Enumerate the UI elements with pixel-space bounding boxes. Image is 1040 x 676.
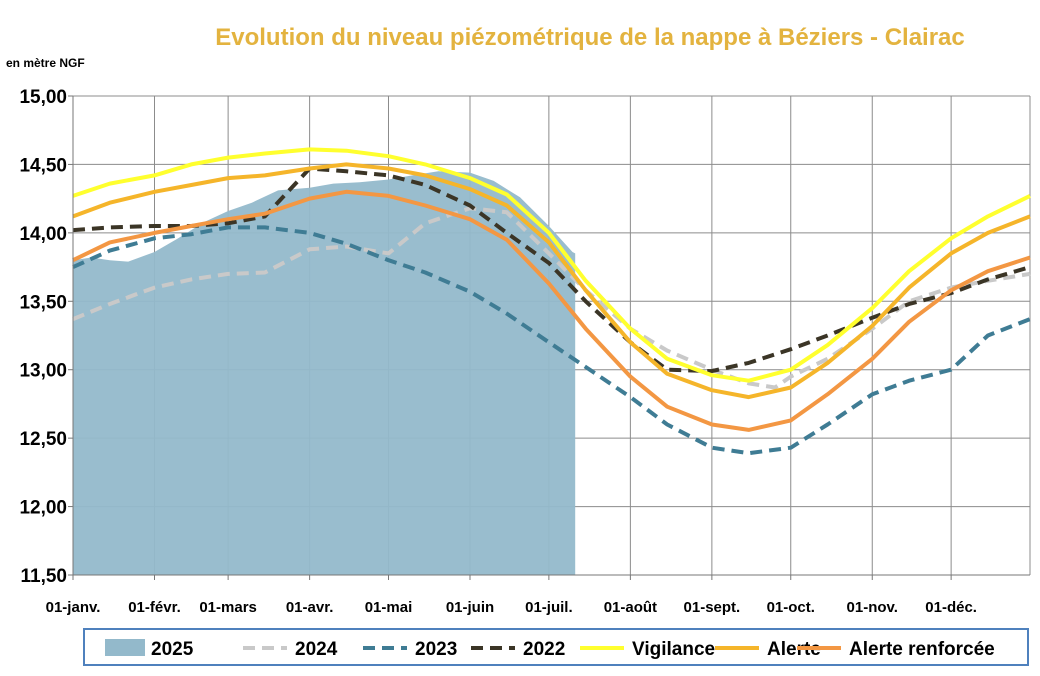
x-tick-label: 01-mars [199,599,257,616]
legend-2023-label: 2023 [415,639,457,660]
x-tick-label: 01-sept. [684,599,741,616]
x-tick-label: 01-juin [446,599,494,616]
legend-alerte-renforc-e-label: Alerte renforcée [849,639,995,660]
y-tick-label: 12,50 [19,429,67,450]
x-tick-label: 01-déc. [925,599,977,616]
legend-2025-label: 2025 [151,639,194,660]
x-tick-labels: 01-janv. 01-févr. 01-mars 01-avr. 01-mai 01-j… [46,599,977,616]
series-2025-area [73,171,576,576]
legend-alerte-label: Alerte [767,639,821,660]
legend-alerte: Alerte [715,639,821,660]
legend-2025: 2025 [105,639,194,660]
y-tick-label: 13,00 [19,361,67,382]
legend-2024: 2024 [243,639,338,660]
series-vigilance-line [72,147,1031,383]
legend-2025-swatch [105,639,145,656]
x-tick-label: 01-nov. [847,599,898,616]
legend-2022: 2022 [471,639,565,660]
legend-2023: 2023 [363,639,457,660]
legend-alerte-renforc-e: Alerte renforcée [797,639,995,660]
legend: 2025 2024 2023 2022 Vigilance Alerte Alerte re… [83,628,1029,666]
y-tick-label: 13,50 [19,292,67,313]
x-tick-label: 01-mai [365,599,413,616]
x-tick-label: 01-juil. [525,599,573,616]
axes [68,95,1030,580]
series-alerte-renforc-e-line [72,189,1031,432]
legend-vigilance: Vigilance [580,639,715,660]
legend-vigilance-label: Vigilance [632,639,715,660]
y-tick-label: 14,50 [19,155,67,176]
y-tick-labels: 11,50 12,00 12,50 13,00 13,50 14,00 14,50 15,00 [19,87,67,587]
area-series-group [73,171,576,576]
series-2023-line [72,225,1031,456]
x-tick-label: 01-avr. [286,599,334,616]
x-tick-label: 01-févr. [128,599,181,616]
y-tick-label: 11,50 [21,566,68,587]
y-axis-unit: en mètre NGF [6,56,85,70]
chart-title: Evolution du niveau piézométrique de la … [215,24,965,51]
legend-2024-label: 2024 [295,639,338,660]
y-tick-label: 12,00 [19,498,67,519]
y-tick-label: 14,00 [19,224,67,245]
series-alerte-line [72,162,1031,400]
series-2022-line [72,166,1031,374]
line-series-group [72,147,1031,456]
y-tick-label: 15,00 [19,87,67,108]
legend-2022-label: 2022 [523,639,565,660]
x-tick-label: 01-oct. [767,599,815,616]
x-tick-label: 01-janv. [46,599,101,616]
x-tick-label: 01-août [604,599,657,616]
